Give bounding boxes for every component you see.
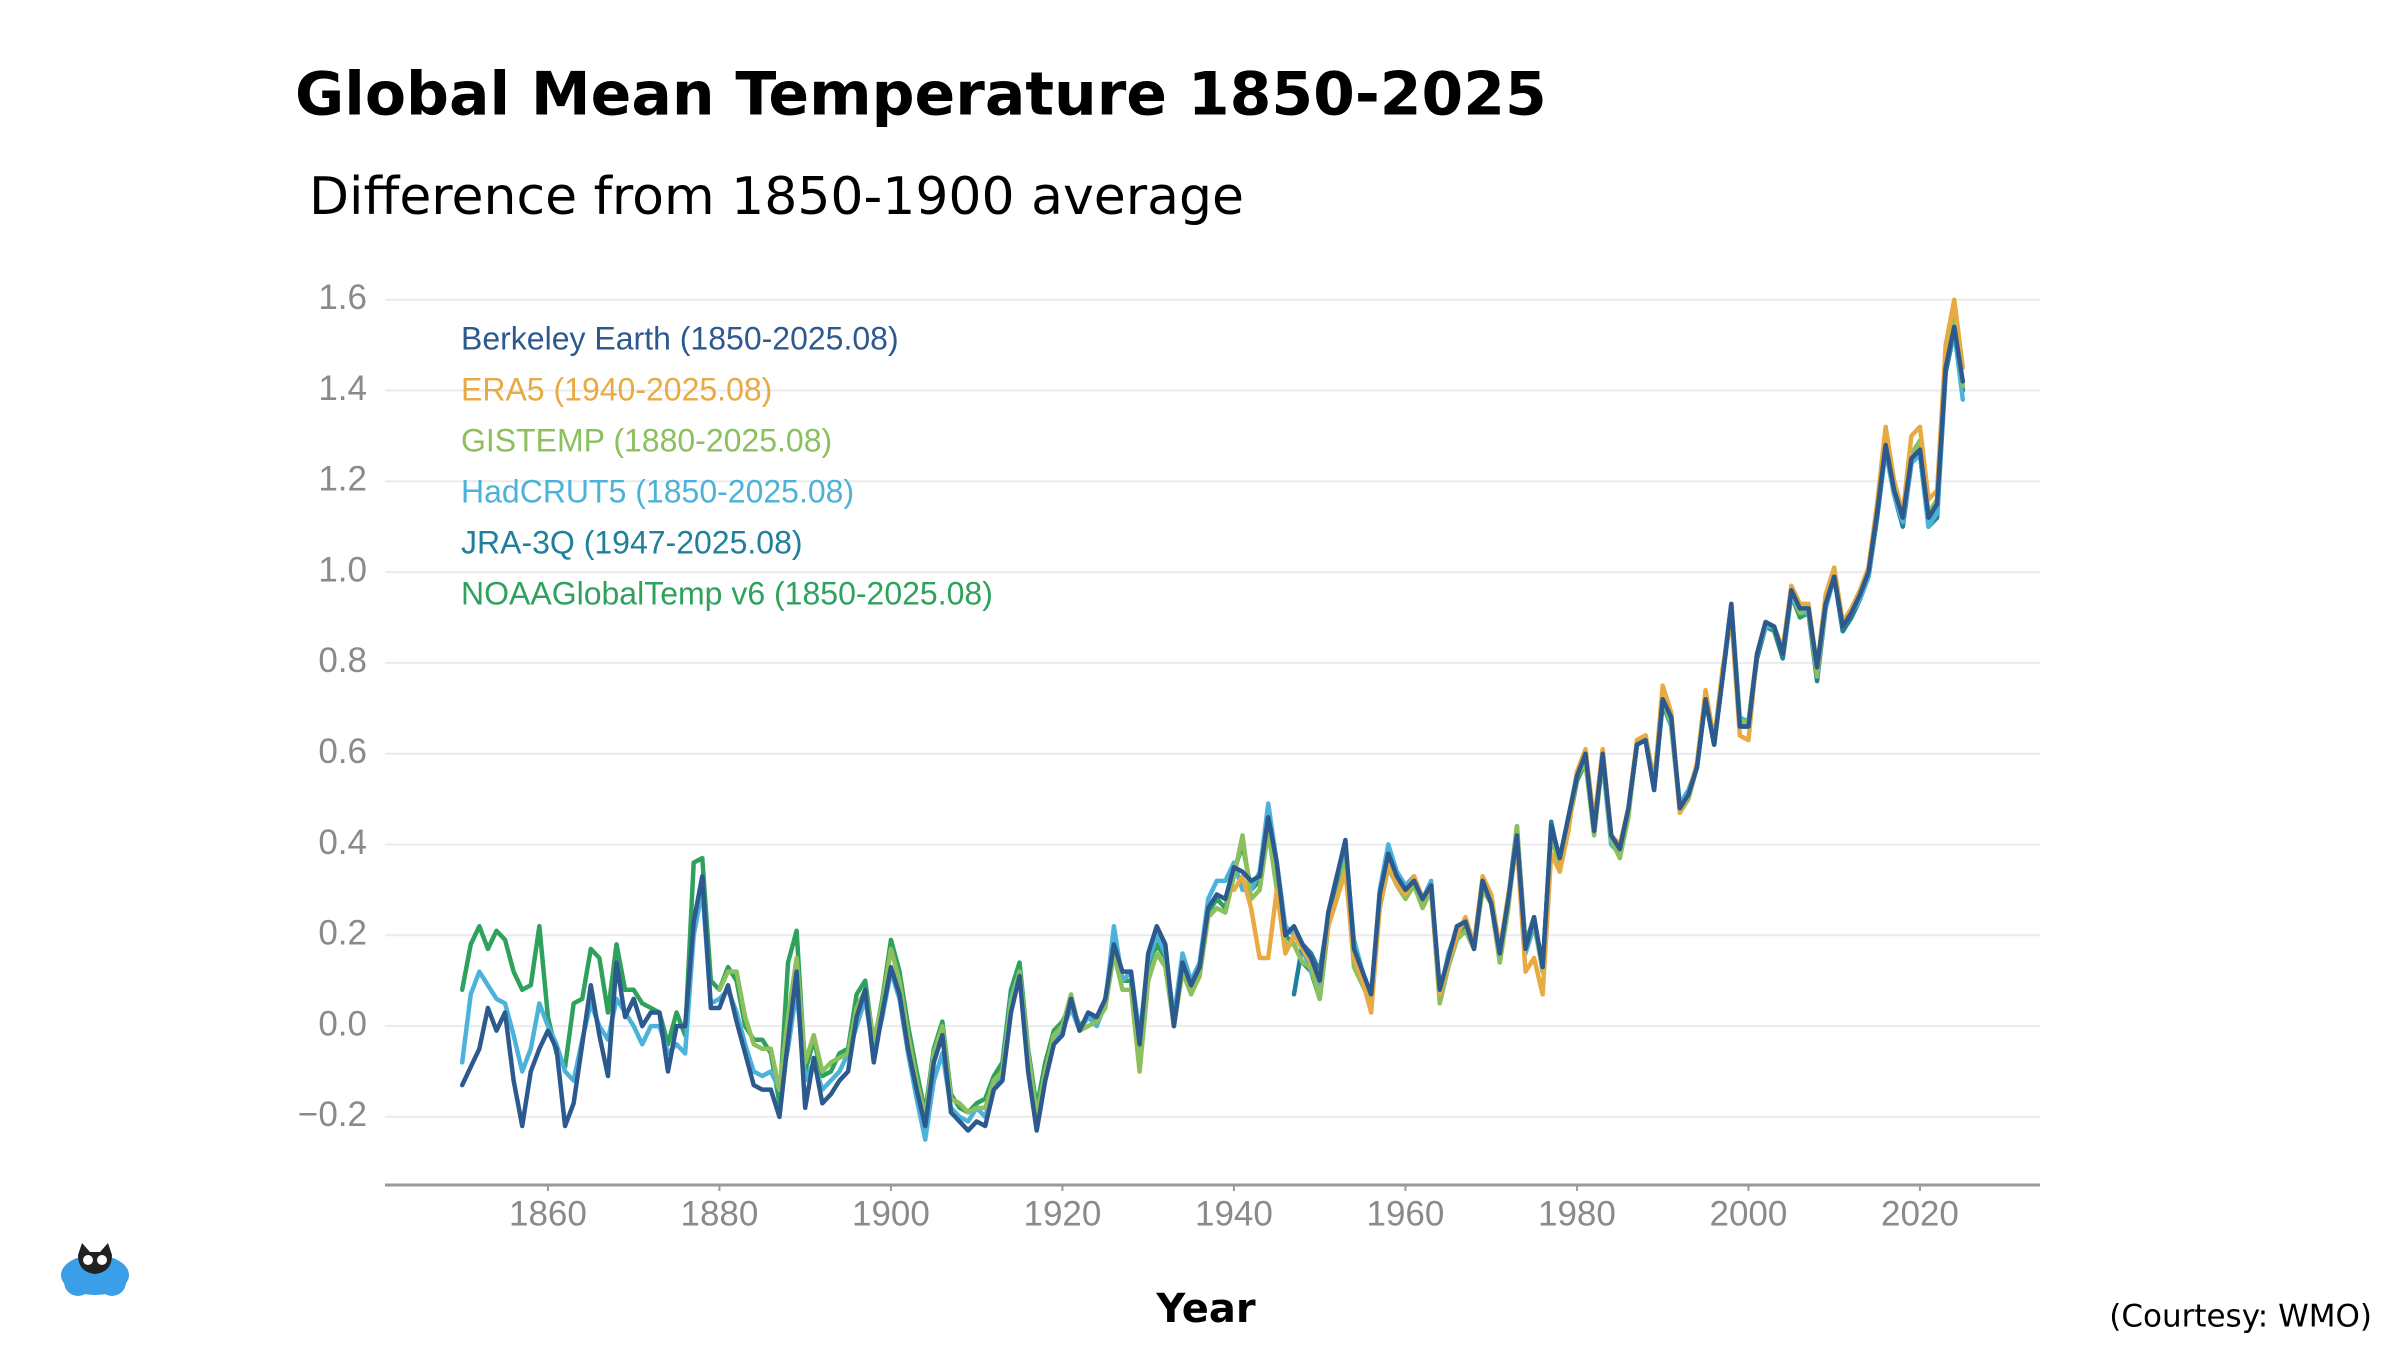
x-tick-label: 1960	[1367, 1194, 1445, 1233]
y-tick-label: 0.0	[318, 1004, 367, 1043]
legend-entry: GISTEMP (1880-2025.08)	[461, 422, 832, 458]
x-tick-label: 1980	[1538, 1194, 1616, 1233]
y-tick-label: 0.2	[318, 914, 367, 953]
series-line	[1291, 329, 1966, 1002]
y-tick-label: 1.4	[318, 369, 367, 408]
y-tick-label: 0.6	[318, 732, 367, 771]
x-tick-label: 2000	[1710, 1194, 1788, 1233]
source-note: (Courtesy: WMO)	[2109, 1299, 2372, 1335]
x-tick-label: 1860	[509, 1194, 587, 1233]
legend-entry: HadCRUT5 (1850-2025.08)	[461, 473, 854, 509]
y-tick-label: 0.4	[318, 823, 367, 862]
y-tick-label: −0.2	[298, 1095, 367, 1134]
legend-entry: Berkeley Earth (1850-2025.08)	[461, 320, 899, 356]
legend-entry: JRA-3Q (1947-2025.08)	[461, 524, 803, 560]
plot-area	[459, 297, 1966, 1142]
x-tick-label: 1900	[852, 1194, 930, 1233]
grid: −0.2 0.0 0.2 0.4 0.6 0.8 1.0 1.2 1.4 1.6 1860 1880 1…	[298, 278, 2040, 1233]
y-tick-label: 1.0	[318, 550, 367, 589]
x-tick-label: 1880	[680, 1194, 758, 1233]
y-tick-label: 1.6	[318, 278, 367, 317]
x-tick-label: 1920	[1023, 1194, 1101, 1233]
x-tick-label: 2020	[1881, 1194, 1959, 1233]
x-axis-label: Year	[1155, 1286, 1255, 1332]
legend-entry: NOAAGlobalTemp v6 (1850-2025.08)	[461, 575, 993, 611]
x-tick-label: 1940	[1195, 1194, 1273, 1233]
series-line	[1231, 297, 1966, 1015]
logo	[61, 1243, 129, 1296]
legend-entry: ERA5 (1940-2025.08)	[461, 371, 772, 407]
y-tick-label: 1.2	[318, 460, 367, 499]
y-tick-label: 0.8	[318, 641, 367, 680]
chart-subtitle: Difference from 1850-1900 average	[309, 167, 1244, 227]
legend: Berkeley Earth (1850-2025.08) ERA5 (1940-…	[461, 320, 993, 611]
series-line	[459, 324, 1966, 1133]
chart-title: Global Mean Temperature 1850-2025	[295, 60, 1547, 130]
series-line	[717, 315, 1966, 1120]
